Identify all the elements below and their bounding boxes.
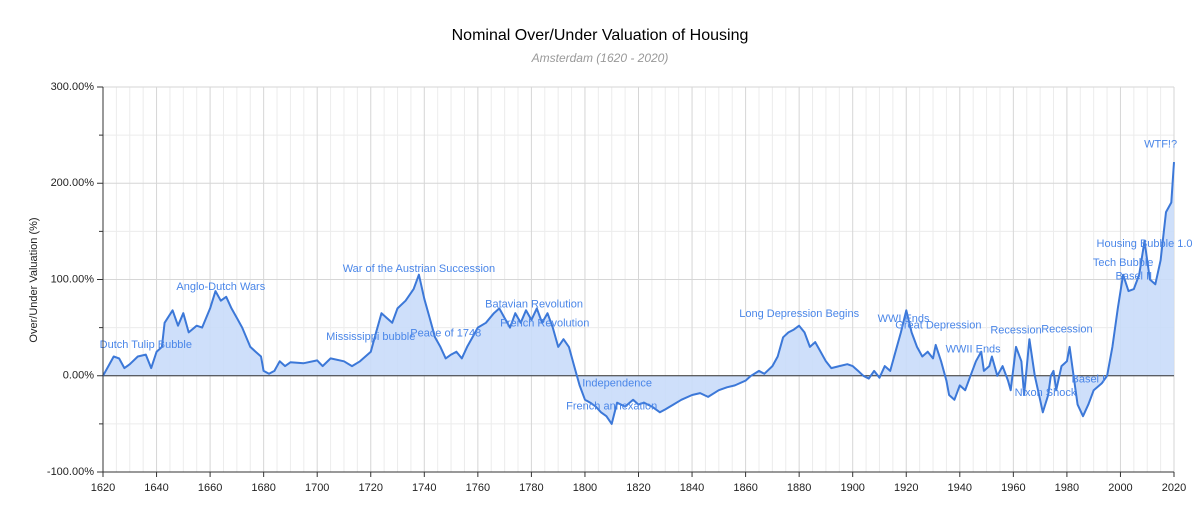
x-tick-label: 2000	[1108, 482, 1132, 494]
x-tick-label: 1660	[198, 482, 222, 494]
axes: 1620 1640 1660 1680 1700 1720 1740 1760 1780 1800…	[47, 81, 1186, 494]
annotation: Basel I	[1071, 374, 1105, 386]
y-tick-label: 0.00%	[63, 370, 94, 382]
annotation: WWI Ends	[878, 313, 930, 325]
annotation: French annexation	[566, 400, 657, 412]
annotation: Nixon Shock	[1015, 387, 1077, 399]
annotation: Batavian Revolution	[485, 298, 583, 310]
annotation: Long Depression Begins	[739, 308, 859, 320]
annotation: Tech Bubble	[1093, 257, 1154, 269]
plot: Dutch Tulip Bubble Anglo-Dutch Wars War of…	[100, 139, 1193, 425]
x-tick-label: 1720	[359, 482, 383, 494]
annotation: French Revolution	[500, 318, 589, 330]
annotation: WTF!?	[1144, 139, 1177, 151]
x-tick-label: 1680	[251, 482, 275, 494]
annotation: Independence	[582, 377, 652, 389]
x-tick-label: 1780	[519, 482, 543, 494]
annotation: Mississippi bubble	[326, 331, 415, 343]
x-tick-label: 1880	[787, 482, 811, 494]
annotation: Anglo-Dutch Wars	[176, 281, 265, 293]
annotation: Housing Bubble 1.0	[1097, 238, 1193, 250]
x-tick-label: 2020	[1162, 482, 1186, 494]
y-tick-label: 300.00%	[51, 81, 95, 93]
x-tick-label: 1800	[573, 482, 597, 494]
grid	[102, 86, 1175, 473]
x-tick-label: 1620	[91, 482, 115, 494]
annotation: War of the Austrian Succession	[343, 263, 495, 275]
annotation: Recession	[1041, 323, 1092, 335]
y-axis-label: Over/Under Valuation (%)	[28, 217, 40, 342]
x-tick-label: 1960	[1001, 482, 1025, 494]
chart-subtitle: Amsterdam (1620 - 2020)	[531, 51, 669, 65]
y-tick-label: -100.00%	[47, 466, 94, 478]
chart-title: Nominal Over/Under Valuation of Housing	[452, 27, 749, 44]
x-tick-label: 1640	[144, 482, 168, 494]
y-tick-label: 100.00%	[51, 273, 95, 285]
x-tick-label: 1980	[1055, 482, 1079, 494]
x-tick-label: 1740	[412, 482, 436, 494]
x-tick-label: 1920	[894, 482, 918, 494]
x-tick-label: 1840	[680, 482, 704, 494]
annotation: Dutch Tulip Bubble	[100, 339, 192, 351]
x-tick-label: 1860	[733, 482, 757, 494]
line	[102, 162, 1175, 425]
x-tick-label: 1700	[305, 482, 329, 494]
annotation: WWII Ends	[946, 344, 1002, 356]
x-tick-label: 1900	[840, 482, 864, 494]
x-tick-label: 1940	[948, 482, 972, 494]
annotation: Basel II	[1115, 271, 1152, 283]
x-tick-label: 1760	[466, 482, 490, 494]
annotation: Great Depression	[895, 320, 981, 332]
x-tick-label: 1820	[626, 482, 650, 494]
annotation: Peace of 1748	[410, 327, 481, 339]
annotation: Recession	[990, 324, 1041, 336]
area-fill	[103, 162, 1174, 424]
y-tick-label: 200.00%	[51, 177, 95, 189]
